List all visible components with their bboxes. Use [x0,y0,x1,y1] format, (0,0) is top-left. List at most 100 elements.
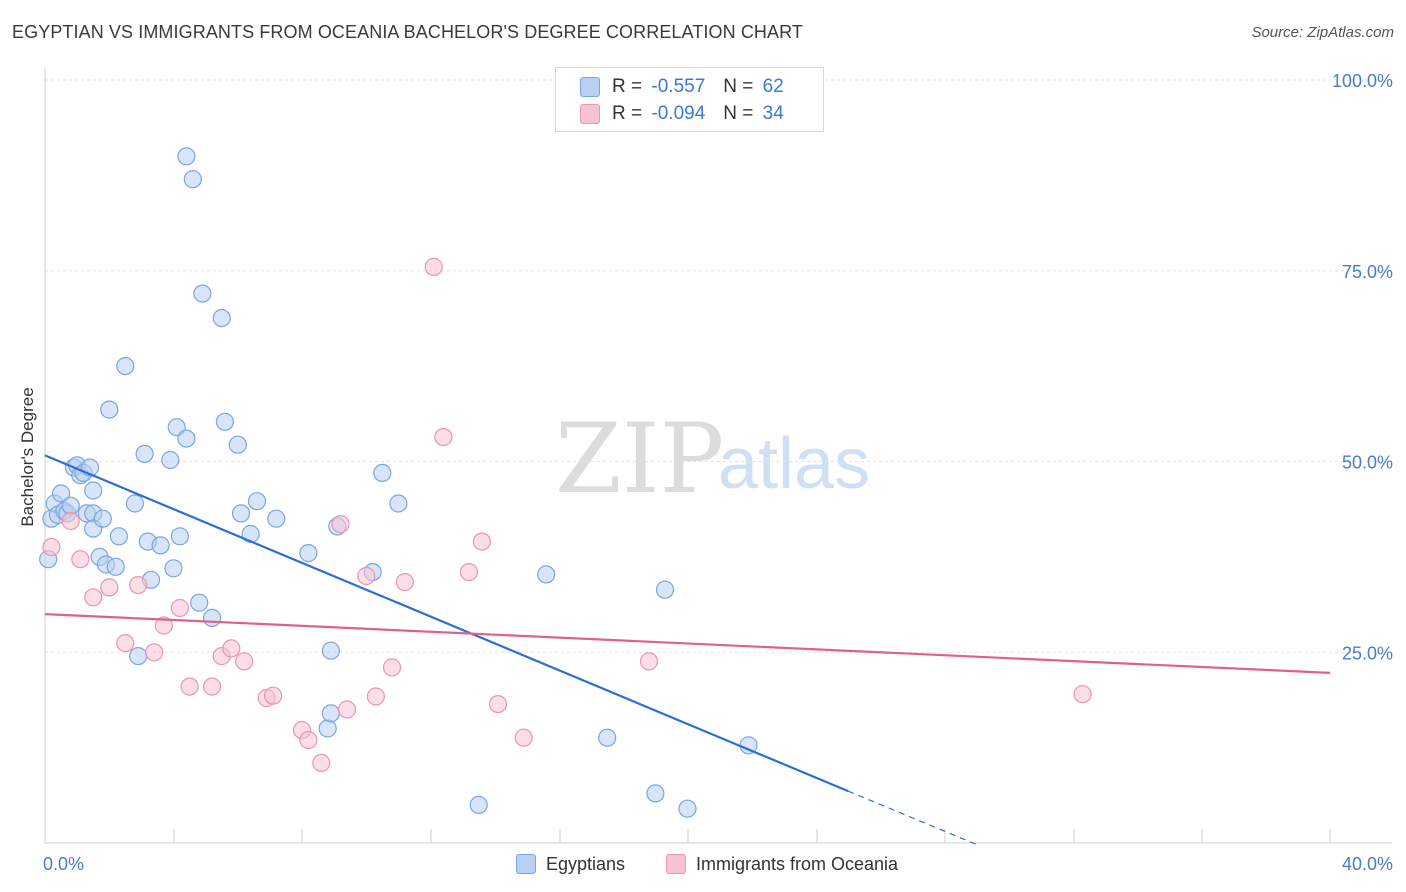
point-oceania [145,643,164,662]
trend-line-egyptians-extension [847,790,977,846]
point-egyptians [129,646,148,666]
point-oceania [222,639,241,658]
legend-r-value: -0.557 [651,76,706,97]
legend-row-oceania: R = -0.094 N = 34 [580,100,784,128]
watermark-zip: ZIP [555,403,724,515]
point-egyptians [51,484,71,503]
chart-title: EGYPTIAN VS IMMIGRANTS FROM OCEANIA BACH… [12,22,803,42]
legend-swatch-pink [580,104,600,124]
point-egyptians [61,496,80,515]
point-oceania [42,537,61,557]
y-tick-labels: 25.0% 50.0% 75.0% 100.0% [1332,71,1393,663]
point-oceania [129,575,148,595]
point-egyptians [151,536,170,555]
point-oceania [424,257,443,276]
legend-r-label: R = [612,76,643,97]
point-oceania [366,687,385,706]
point-oceania [180,677,199,696]
point-oceania [395,572,414,592]
legend-r-value: -0.094 [651,103,706,124]
bottom-legend-label: Egyptians [546,853,626,874]
data-points [39,147,1092,818]
point-egyptians [318,719,337,738]
point-oceania [71,550,90,569]
y-tick-label: 75.0% [1342,262,1393,282]
point-egyptians [183,170,202,189]
watermark-atlas: atlas [718,424,870,504]
x-tick-label: 0.0% [43,854,84,874]
point-oceania [116,633,135,653]
point-egyptians [190,593,209,612]
point-oceania [488,694,508,714]
trend-line-oceania [44,613,1331,674]
y-tick-label: 100.0% [1332,71,1393,91]
point-egyptians [170,527,189,546]
point-egyptians [116,357,135,376]
point-egyptians [537,565,556,584]
point-oceania [154,616,173,635]
point-egyptians [203,608,222,628]
point-egyptians [678,799,697,818]
point-oceania [299,730,318,750]
point-egyptians [84,481,103,500]
point-egyptians [373,463,392,482]
point-egyptians [93,509,112,528]
point-oceania [100,578,119,597]
bottom-legend-egyptians: Egyptians [516,851,625,877]
trend-lines [44,454,1331,846]
point-egyptians [321,704,340,723]
chart-source: Source: ZipAtlas.com [1251,24,1394,41]
point-egyptians [177,147,196,166]
point-egyptians [135,444,154,463]
point-oceania [337,700,357,719]
point-oceania [514,728,533,747]
point-egyptians [215,412,234,431]
point-oceania [312,753,331,773]
point-oceania [170,598,189,618]
legend-swatch-blue [580,77,600,97]
legend-n-value: 34 [762,103,784,124]
point-egyptians [177,429,196,448]
point-egyptians [655,580,675,599]
point-oceania [61,511,80,531]
x-tick-label: 40.0% [1342,854,1393,874]
point-egyptians [231,504,251,523]
legend-n-label: N = [723,103,754,124]
point-egyptians [193,284,212,303]
point-oceania [1073,685,1092,704]
legend-n-label: N = [723,76,754,97]
point-egyptians [100,400,119,419]
y-axis-label: Bachelor's Degree [18,387,37,526]
point-egyptians [125,494,144,513]
point-oceania [472,532,491,551]
point-oceania [639,652,659,671]
point-oceania [357,566,376,586]
correlation-legend: R = -0.557 N = 62 R = -0.094 N = 34 [555,67,824,132]
bottom-legend-swatch-pink [666,854,686,874]
point-egyptians [106,557,125,576]
x-tick-labels: 0.0% 40.0% [43,854,1393,874]
point-egyptians [164,559,183,578]
point-egyptians [389,494,408,513]
bottom-legend-swatch-blue [516,854,536,874]
point-oceania [382,658,402,677]
point-egyptians [109,527,129,546]
point-oceania [264,686,283,705]
point-egyptians [228,435,247,454]
point-oceania [331,514,350,534]
point-egyptians [646,784,665,803]
point-egyptians [212,309,231,328]
point-egyptians [267,509,286,528]
y-tick-label: 50.0% [1342,453,1393,473]
legend-row-egyptians: R = -0.557 N = 62 [580,73,784,101]
point-oceania [203,677,222,696]
legend-r-label: R = [612,103,643,124]
bottom-legend-oceania: Immigrants from Oceania [666,851,898,877]
trend-line-egyptians [44,454,849,793]
point-egyptians [469,795,488,815]
legend-n-value: 62 [762,76,784,97]
y-tick-label: 25.0% [1342,643,1393,663]
point-egyptians [161,450,180,470]
point-egyptians [321,641,340,660]
